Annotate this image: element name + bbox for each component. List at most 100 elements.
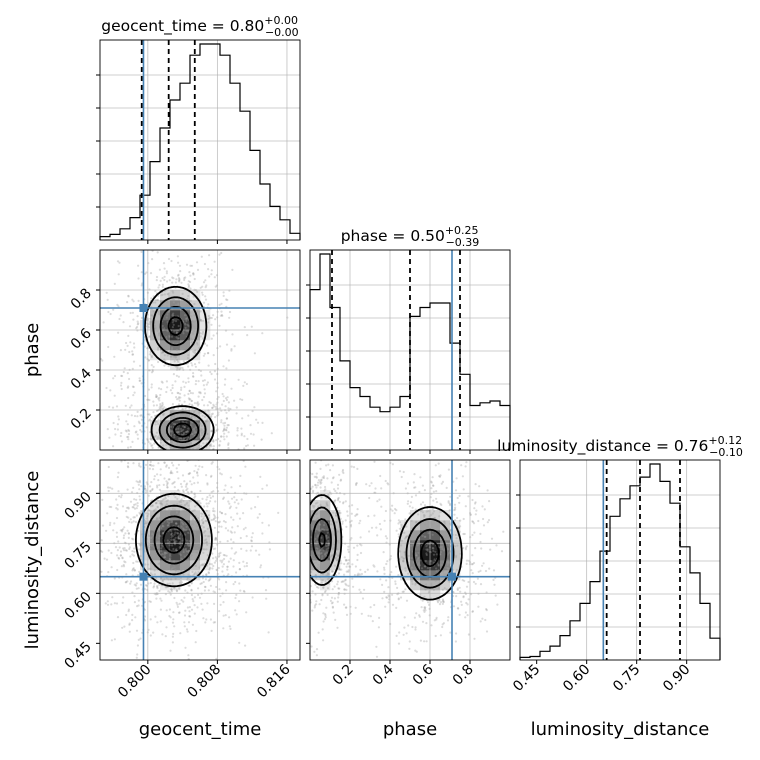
sample-point <box>196 481 199 484</box>
sample-point <box>160 599 163 602</box>
sample-point <box>397 598 400 601</box>
sample-point <box>334 489 337 493</box>
sample-point <box>224 513 227 516</box>
sample-point <box>447 543 450 546</box>
sample-point <box>180 521 183 524</box>
sample-point <box>224 472 226 474</box>
sample-point <box>176 367 179 370</box>
sample-point <box>326 574 329 577</box>
sample-point <box>162 510 165 513</box>
sample-point <box>377 626 380 629</box>
sample-point <box>181 444 184 447</box>
sample-point <box>96 375 98 377</box>
sample-point <box>110 603 113 606</box>
sample-point <box>331 547 334 550</box>
sample-point <box>170 470 173 473</box>
sample-point <box>164 586 167 589</box>
density-cell <box>170 440 181 450</box>
sample-point <box>133 569 136 572</box>
sample-point <box>182 510 186 513</box>
sample-point <box>472 580 476 584</box>
sample-point <box>199 318 202 321</box>
sample-point <box>215 439 218 442</box>
sample-point <box>431 476 434 479</box>
sample-point <box>329 469 332 472</box>
sample-point <box>343 588 346 591</box>
sample-point <box>182 332 185 335</box>
sample-point <box>137 420 140 423</box>
density-cell <box>170 320 181 331</box>
sample-point <box>149 523 152 526</box>
sample-point <box>123 451 125 453</box>
sample-point <box>127 428 130 432</box>
density-cell <box>330 560 341 571</box>
sample-point <box>311 609 314 612</box>
sample-point <box>332 611 335 614</box>
sample-point <box>131 440 134 443</box>
sample-point <box>116 503 119 506</box>
sample-point <box>418 614 421 617</box>
sample-point <box>192 272 195 275</box>
sample-point <box>185 319 188 323</box>
sample-point <box>185 317 188 320</box>
sample-point <box>223 557 226 561</box>
sample-point <box>311 504 314 507</box>
sample-point <box>178 587 181 590</box>
sample-point <box>419 476 422 479</box>
sample-point <box>460 464 463 467</box>
sample-point <box>317 586 320 589</box>
sample-point <box>136 433 139 436</box>
sample-point <box>139 543 142 546</box>
sample-point <box>331 605 334 608</box>
sample-point <box>148 509 151 512</box>
sample-point <box>181 568 185 571</box>
sample-point <box>220 512 224 515</box>
sample-point <box>168 350 172 353</box>
sample-point <box>154 301 157 304</box>
sample-point <box>195 379 198 383</box>
sample-point <box>403 626 406 629</box>
sample-point <box>183 529 186 532</box>
sample-point <box>180 347 183 350</box>
sample-point <box>113 282 116 285</box>
sample-point <box>268 548 271 551</box>
sample-point <box>175 365 178 368</box>
sample-point <box>290 567 292 569</box>
sample-point <box>224 421 227 424</box>
sample-point <box>217 411 220 414</box>
sample-point <box>243 565 246 568</box>
sample-point <box>174 428 178 431</box>
sample-point <box>161 515 164 518</box>
sample-point <box>305 528 307 530</box>
sample-point <box>408 709 410 711</box>
sample-point <box>215 585 218 589</box>
sample-point <box>253 444 256 447</box>
density-cell <box>160 510 171 521</box>
sample-point <box>152 301 155 304</box>
sample-point <box>315 517 319 520</box>
sample-point <box>261 332 264 335</box>
sample-point <box>133 550 136 553</box>
sample-point <box>291 569 293 571</box>
sample-point <box>184 503 187 506</box>
sample-point <box>117 540 120 543</box>
sample-point <box>453 509 456 512</box>
sample-point <box>326 560 329 564</box>
sample-point <box>331 588 334 591</box>
sample-point <box>132 516 135 519</box>
sample-point <box>256 516 259 519</box>
sample-point <box>132 567 135 570</box>
sample-point <box>178 264 182 267</box>
sample-point <box>158 563 161 566</box>
sample-point <box>208 455 210 457</box>
sample-point <box>324 485 327 489</box>
sample-point <box>208 562 211 566</box>
sample-point <box>420 606 423 609</box>
density-cell <box>180 320 191 331</box>
sample-point <box>171 384 174 387</box>
sample-point <box>423 610 426 614</box>
sample-point <box>354 514 357 518</box>
sample-point <box>225 367 228 370</box>
sample-point <box>336 548 339 551</box>
sample-point <box>226 424 229 427</box>
